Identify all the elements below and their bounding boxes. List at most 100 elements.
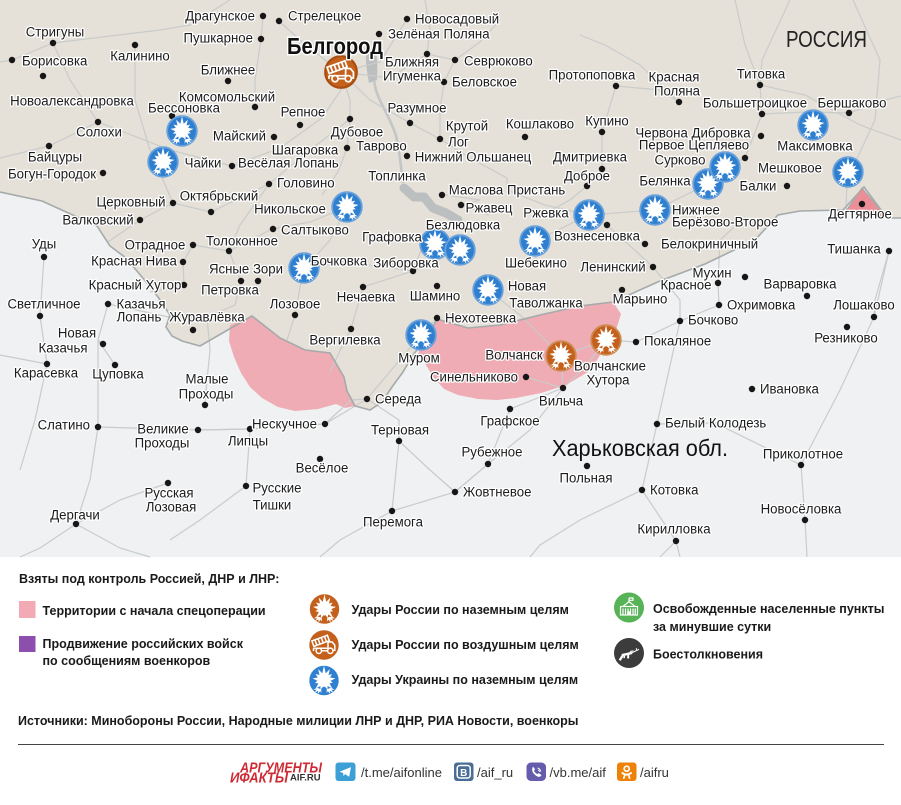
svg-text:Никольское: Никольское — [254, 202, 326, 217]
svg-text:Покаляное: Покаляное — [644, 334, 711, 349]
svg-text:Муром: Муром — [398, 351, 439, 366]
svg-text:Малые: Малые — [185, 372, 228, 387]
svg-text:Разумное: Разумное — [387, 101, 446, 116]
svg-text:Крутой: Крутой — [446, 119, 488, 134]
svg-text:Нечаевка: Нечаевка — [337, 290, 396, 305]
svg-text:Шагаровка: Шагаровка — [272, 143, 339, 158]
svg-text:Шебекино: Шебекино — [505, 256, 567, 271]
svg-text:Цуповка: Цуповка — [92, 367, 144, 382]
svg-text:Купино: Купино — [585, 114, 629, 129]
svg-text:Вильча: Вильча — [539, 394, 584, 409]
svg-text:Байцуры: Байцуры — [28, 150, 82, 165]
svg-text:Комсомольский: Комсомольский — [179, 90, 275, 105]
svg-text:Майский: Майский — [213, 129, 266, 144]
svg-text:Харьковская обл.: Харьковская обл. — [552, 435, 728, 461]
svg-text:Варваровка: Варваровка — [764, 277, 837, 292]
svg-text:Красный Хутор: Красный Хутор — [89, 278, 182, 293]
svg-text:Территории с начала спецоперац: Территории с начала спецоперации — [43, 604, 266, 618]
svg-text:Проходы: Проходы — [179, 387, 234, 402]
svg-text:Светличное: Светличное — [7, 297, 80, 312]
svg-text:Кирилловка: Кирилловка — [637, 522, 711, 537]
svg-text:Приколотное: Приколотное — [763, 447, 843, 462]
svg-text:Лозовая: Лозовая — [146, 500, 197, 515]
svg-text:Резниково: Резниково — [814, 331, 878, 346]
svg-text:Жовтневое: Жовтневое — [463, 485, 532, 500]
svg-text:Бочковка: Бочковка — [311, 254, 368, 269]
svg-text:Доброе: Доброе — [564, 169, 610, 184]
svg-text:Октябрьский: Октябрьский — [180, 189, 259, 204]
svg-text:Дубовое: Дубовое — [331, 125, 384, 140]
svg-text:Балки: Балки — [740, 179, 777, 194]
svg-text:Ивановка: Ивановка — [760, 382, 819, 397]
svg-text:Лошаково: Лошаково — [833, 298, 895, 313]
svg-text:Марьино: Марьино — [613, 292, 668, 307]
svg-text:Красная: Красная — [649, 70, 700, 85]
svg-text:Нижнее: Нижнее — [672, 203, 720, 218]
svg-text:Графовка: Графовка — [362, 230, 422, 245]
svg-text:Салтыково: Салтыково — [281, 223, 349, 238]
svg-text:Зелёная Поляна: Зелёная Поляна — [388, 27, 490, 42]
svg-text:Ясные Зори: Ясные Зори — [209, 262, 283, 277]
svg-text:Бессоновка: Бессоновка — [148, 101, 220, 116]
svg-text:Нехотеевка: Нехотеевка — [445, 311, 517, 326]
svg-text:Вергилевка: Вергилевка — [309, 333, 381, 348]
svg-text:Солохи: Солохи — [76, 125, 122, 140]
svg-text:Драгунское: Драгунское — [185, 9, 255, 24]
svg-text:Валковский: Валковский — [62, 213, 133, 228]
svg-text:Ржавец: Ржавец — [466, 201, 513, 216]
svg-text:Красное: Красное — [660, 278, 711, 293]
svg-text:Севрюково: Севрюково — [464, 54, 533, 69]
svg-text:Уды: Уды — [32, 237, 57, 252]
svg-text:Терновая: Терновая — [371, 423, 429, 438]
svg-text:ИФАКТЫ: ИФАКТЫ — [230, 771, 288, 787]
svg-text:Весёлая Лопань: Весёлая Лопань — [238, 156, 339, 171]
svg-text:Слатино: Слатино — [38, 418, 90, 433]
svg-text:Бершаково: Бершаково — [818, 96, 887, 111]
svg-text:Ближняя: Ближняя — [385, 55, 439, 70]
svg-text:Белянка: Белянка — [639, 174, 691, 189]
svg-text:В: В — [460, 768, 467, 779]
svg-text:Церковный: Церковный — [97, 195, 166, 210]
svg-text:Беловское: Беловское — [452, 75, 517, 90]
svg-text:Бочково: Бочково — [688, 313, 738, 328]
svg-text:Мешковое: Мешковое — [758, 161, 822, 176]
svg-text:Пушкарное: Пушкарное — [184, 31, 254, 46]
svg-text:Зиборовка: Зиборовка — [373, 256, 439, 271]
svg-text:Белгород: Белгород — [287, 33, 383, 59]
svg-text:РОССИЯ: РОССИЯ — [786, 26, 867, 52]
svg-text:Ближнее: Ближнее — [201, 63, 256, 78]
svg-text:Кошлаково: Кошлаково — [506, 117, 574, 132]
svg-text:Тишки: Тишки — [253, 498, 292, 513]
svg-text:Новая: Новая — [58, 326, 96, 341]
svg-text:Поляна: Поляна — [654, 84, 701, 99]
svg-text:Волчанск: Волчанск — [485, 348, 542, 363]
svg-text:Репное: Репное — [281, 105, 326, 120]
svg-text:Новоалександровка: Новоалександровка — [10, 94, 134, 109]
svg-text:Графское: Графское — [480, 414, 539, 429]
svg-text:Нескучное: Нескучное — [252, 417, 317, 432]
svg-text:Головино: Головино — [277, 176, 335, 191]
svg-text:/aif_ru: /aif_ru — [477, 765, 513, 780]
svg-text:Рубежное: Рубежное — [461, 445, 522, 460]
svg-text:Источники: Минобороны России,: Источники: Минобороны России, Народные м… — [18, 714, 579, 728]
svg-text:Охримовка: Охримовка — [727, 298, 796, 313]
svg-text:Казачья: Казачья — [39, 341, 88, 356]
svg-text:Маслова Пристань: Маслова Пристань — [449, 183, 566, 198]
svg-text:Белый Колодезь: Белый Колодезь — [665, 416, 766, 431]
svg-text:Белокриничный: Белокриничный — [661, 237, 758, 252]
svg-text:Новосёловка: Новосёловка — [761, 502, 842, 517]
svg-text:Стригуны: Стригуны — [26, 25, 85, 40]
svg-text:Липцы: Липцы — [228, 434, 268, 449]
svg-text:Чайки: Чайки — [185, 156, 222, 171]
svg-text:Взяты под контроль Россией, ДН: Взяты под контроль Россией, ДНР и ЛНР: — [19, 572, 279, 586]
svg-text:Журавлёвка: Журавлёвка — [169, 310, 245, 325]
svg-text:Нижний Ольшанец: Нижний Ольшанец — [415, 150, 532, 165]
svg-text:Безлюдовка: Безлюдовка — [426, 218, 501, 233]
svg-text:Новая: Новая — [508, 279, 546, 294]
svg-text:Первое Цепляево: Первое Цепляево — [639, 138, 749, 153]
svg-text:Польная: Польная — [560, 471, 613, 486]
svg-text:Тишанка: Тишанка — [827, 242, 881, 257]
svg-text:Мухин: Мухин — [692, 266, 731, 281]
svg-text:Продвижение российских войск: Продвижение российских войск — [43, 637, 244, 651]
svg-text:Казачья: Казачья — [117, 297, 166, 312]
